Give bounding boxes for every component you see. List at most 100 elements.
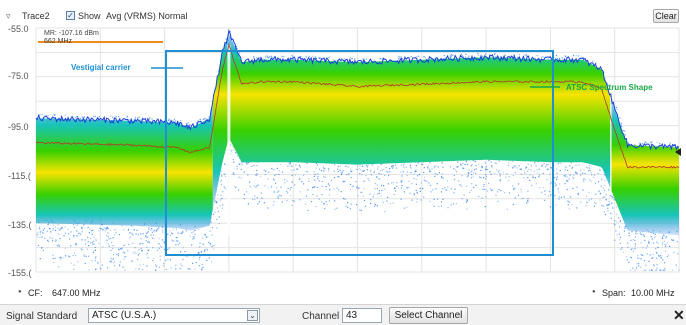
scatter-point xyxy=(630,249,632,251)
scatter-point xyxy=(156,249,158,251)
scatter-point xyxy=(557,188,559,190)
scatter-point xyxy=(436,183,438,185)
chevron-down-icon[interactable]: ⌄ xyxy=(247,310,258,321)
show-checkbox[interactable]: ✓ xyxy=(66,11,75,20)
scatter-point xyxy=(322,166,324,168)
scatter-point xyxy=(310,201,313,203)
scatter-point xyxy=(530,165,532,167)
scatter-point xyxy=(593,205,595,207)
span-value[interactable]: 10.00 MHz xyxy=(631,288,675,298)
scatter-point xyxy=(214,211,216,213)
scatter-point xyxy=(495,194,497,196)
scatter-point xyxy=(608,200,610,202)
scatter-point xyxy=(673,239,675,241)
scatter-point xyxy=(619,220,621,223)
marker-arrow-icon[interactable] xyxy=(675,148,681,156)
scatter-point xyxy=(123,229,125,231)
close-icon[interactable]: ✕ xyxy=(673,307,685,323)
scatter-point xyxy=(450,166,452,168)
scatter-point xyxy=(577,194,579,196)
scatter-point xyxy=(642,254,644,256)
scatter-point xyxy=(566,181,568,183)
scatter-point xyxy=(194,229,196,231)
scatter-point xyxy=(636,263,638,265)
dot-icon[interactable]: ● xyxy=(18,289,22,295)
detection-mode-label[interactable]: Avg (VRMS) Normal xyxy=(106,11,188,21)
scatter-point xyxy=(464,164,467,166)
scatter-point xyxy=(281,171,284,173)
scatter-point xyxy=(407,187,409,189)
scatter-point xyxy=(180,263,182,265)
scatter-point xyxy=(486,190,488,192)
scatter-point xyxy=(615,106,617,108)
scatter-point xyxy=(345,165,347,167)
scatter-point xyxy=(584,172,586,175)
scatter-point xyxy=(525,54,527,56)
scatter-point xyxy=(565,56,567,58)
scatter-point xyxy=(224,175,226,177)
scatter-point xyxy=(478,163,480,165)
scatter-point xyxy=(158,247,160,249)
select-channel-button[interactable]: Select Channel xyxy=(389,307,468,324)
scatter-point xyxy=(116,253,118,255)
signal-standard-select[interactable]: ATSC (U.S.A.) xyxy=(88,308,260,323)
triangle-down-icon[interactable]: ▿ xyxy=(6,11,11,21)
scatter-point xyxy=(206,249,208,251)
scatter-point xyxy=(648,240,650,242)
channel-input[interactable]: 43 xyxy=(342,308,382,323)
scatter-point xyxy=(198,265,200,267)
scatter-point xyxy=(675,264,677,266)
scatter-point xyxy=(545,166,547,168)
scatter-point xyxy=(151,237,153,239)
scatter-point xyxy=(505,176,507,178)
scatter-point xyxy=(181,265,183,267)
scatter-point xyxy=(381,189,383,191)
dot-icon[interactable]: ● xyxy=(592,289,596,295)
scatter-point xyxy=(424,57,426,59)
scatter-point xyxy=(495,162,497,164)
scatter-point xyxy=(591,174,593,176)
scatter-point xyxy=(312,55,314,57)
scatter-point xyxy=(203,250,205,252)
scatter-point xyxy=(564,169,566,171)
cf-value[interactable]: 647.00 MHz xyxy=(52,288,101,298)
scatter-point xyxy=(112,254,115,256)
scatter-point xyxy=(158,243,160,245)
scatter-point xyxy=(554,185,556,187)
scatter-point xyxy=(534,162,536,164)
scatter-point xyxy=(196,122,198,124)
scatter-point xyxy=(657,246,659,249)
scatter-point xyxy=(75,255,77,257)
spectrum-plot[interactable] xyxy=(0,24,686,282)
scatter-point xyxy=(567,169,569,171)
scatter-point xyxy=(664,245,667,248)
clear-button[interactable]: Clear xyxy=(653,9,679,23)
scatter-point xyxy=(654,233,656,235)
scatter-point xyxy=(199,246,201,248)
scatter-point xyxy=(457,161,459,163)
scatter-point xyxy=(79,118,81,120)
scatter-point xyxy=(113,265,116,267)
scatter-point xyxy=(180,251,182,253)
scatter-point xyxy=(41,114,43,116)
scatter-point xyxy=(579,175,582,177)
scatter-point xyxy=(455,169,457,171)
scatter-point xyxy=(578,164,580,166)
scatter-point xyxy=(645,264,647,266)
scatter-point xyxy=(592,60,594,62)
scatter-point xyxy=(193,238,195,240)
scatter-point xyxy=(423,56,425,58)
scatter-point xyxy=(273,201,275,203)
scatter-point xyxy=(182,230,184,232)
scatter-point xyxy=(338,189,340,191)
scatter-point xyxy=(203,118,205,120)
scatter-point xyxy=(321,180,323,182)
scatter-point xyxy=(349,57,352,59)
scatter-point xyxy=(60,228,62,230)
scatter-point xyxy=(276,187,278,189)
scatter-point xyxy=(77,235,79,237)
scatter-point xyxy=(210,221,212,224)
scatter-point xyxy=(267,56,269,58)
scatter-point xyxy=(619,242,621,245)
scatter-point xyxy=(180,120,182,122)
